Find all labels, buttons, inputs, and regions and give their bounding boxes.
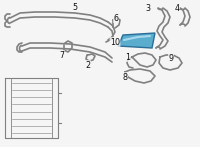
Text: 10: 10 (110, 37, 120, 46)
Polygon shape (118, 33, 155, 48)
Text: 7: 7 (59, 51, 65, 60)
Text: 5: 5 (72, 2, 78, 11)
Text: 8: 8 (122, 72, 128, 81)
Text: 1: 1 (126, 52, 130, 61)
Text: 4: 4 (174, 4, 180, 12)
Text: 9: 9 (168, 54, 174, 62)
Text: 6: 6 (114, 14, 118, 22)
Text: 2: 2 (85, 61, 91, 70)
Text: 3: 3 (146, 4, 151, 12)
